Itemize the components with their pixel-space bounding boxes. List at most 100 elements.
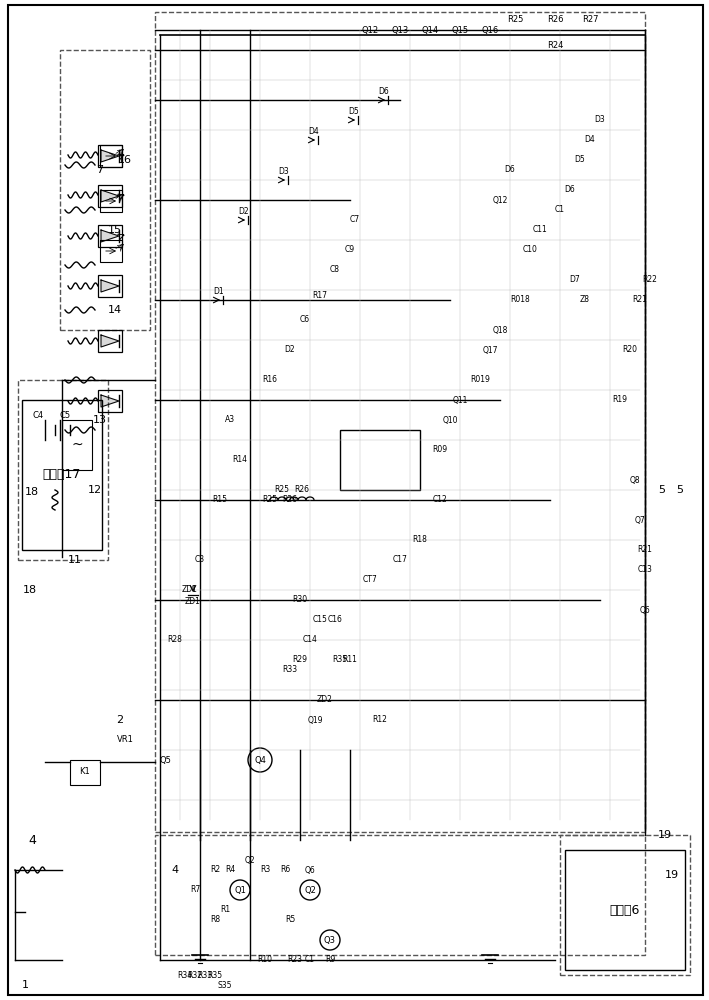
Text: 13: 13 [93, 415, 107, 425]
Text: ZD1: ZD1 [185, 597, 201, 606]
Text: C14: C14 [303, 636, 318, 645]
Text: R25: R25 [262, 495, 277, 504]
Bar [100, 190, 122, 212]
Text: C5: C5 [60, 410, 71, 420]
Text: K1: K1 [79, 768, 90, 776]
Text: 蓄电池17: 蓄电池17 [43, 468, 82, 482]
Text: D4: D4 [308, 127, 319, 136]
Text: R21: R21 [632, 296, 647, 304]
Text: Q12: Q12 [362, 25, 379, 34]
Text: R33: R33 [197, 970, 213, 980]
Text: D5: D5 [574, 155, 586, 164]
Text: Q14: Q14 [421, 25, 439, 34]
Text: 18: 18 [25, 487, 39, 497]
Bar [155, 835, 645, 955]
Text: Q2: Q2 [304, 886, 316, 894]
Text: R25: R25 [507, 15, 523, 24]
Text: C15: C15 [313, 615, 328, 624]
Text: C17: C17 [393, 556, 408, 564]
Text: D6: D6 [379, 88, 389, 97]
Text: R10: R10 [257, 956, 272, 964]
Text: D6: D6 [564, 186, 576, 194]
Text: R24: R24 [547, 40, 563, 49]
Text: C8: C8 [330, 265, 340, 274]
Text: R3: R3 [260, 865, 270, 874]
Text: C12: C12 [432, 495, 447, 504]
Text: D3: D3 [595, 115, 605, 124]
Text: Z8: Z8 [580, 296, 590, 304]
Text: 2: 2 [116, 715, 123, 725]
Bar [98, 275, 122, 297]
Text: R9: R9 [325, 956, 335, 964]
Text: Q12: Q12 [492, 196, 508, 205]
Polygon shape [101, 150, 119, 162]
Polygon shape [101, 230, 119, 242]
Text: R26: R26 [547, 15, 563, 24]
Text: R5: R5 [285, 916, 295, 924]
Text: 控制器6: 控制器6 [610, 904, 640, 916]
Text: Q13: Q13 [391, 25, 408, 34]
Text: Q3: Q3 [324, 936, 336, 944]
Text: Q19: Q19 [307, 716, 323, 724]
Text: 5: 5 [676, 485, 683, 495]
Text: D3: D3 [279, 167, 289, 176]
Bar [70, 760, 100, 785]
Text: R26: R26 [282, 495, 298, 504]
Text: R23: R23 [288, 956, 303, 964]
Text: Q16: Q16 [481, 25, 498, 34]
Text: Q5: Q5 [159, 756, 171, 764]
Text: Q17: Q17 [482, 346, 498, 355]
Text: R15: R15 [213, 495, 228, 504]
Text: 18: 18 [23, 585, 37, 595]
Text: D1: D1 [213, 288, 224, 296]
Bar [18, 380, 108, 560]
Text: R21: R21 [637, 546, 652, 554]
Text: Q11: Q11 [452, 395, 468, 404]
Text: Q18: Q18 [492, 326, 508, 334]
Bar [560, 835, 690, 975]
Text: C13: C13 [637, 566, 652, 574]
Bar [98, 185, 122, 207]
Text: R16: R16 [262, 375, 277, 384]
Bar [340, 430, 420, 490]
Text: R12: R12 [372, 716, 387, 724]
Text: ~: ~ [71, 438, 83, 452]
Text: R09: R09 [432, 446, 447, 454]
Text: S35: S35 [218, 980, 233, 990]
Bar [565, 850, 685, 970]
Bar [100, 145, 122, 167]
Text: R32: R32 [187, 970, 203, 980]
Text: A3: A3 [225, 416, 235, 424]
Text: ZD2: ZD2 [317, 696, 333, 704]
Text: D6: D6 [505, 165, 515, 174]
Text: 4: 4 [28, 834, 36, 846]
Text: Q6: Q6 [305, 865, 316, 874]
Text: R27: R27 [582, 15, 598, 24]
Text: C9: C9 [345, 245, 355, 254]
Text: D2: D2 [285, 346, 296, 355]
Text: CT7: CT7 [362, 576, 377, 584]
Text: C1: C1 [555, 206, 565, 215]
Text: Q10: Q10 [442, 416, 458, 424]
Text: Q1: Q1 [234, 886, 246, 894]
Text: R19: R19 [613, 395, 627, 404]
Text: C1: C1 [305, 956, 315, 964]
Text: 7: 7 [96, 165, 104, 175]
Text: 5: 5 [659, 485, 666, 495]
Bar [98, 330, 122, 352]
Text: R018: R018 [510, 296, 530, 304]
Text: 14: 14 [108, 305, 122, 315]
Text: R20: R20 [623, 346, 637, 355]
Text: 19: 19 [665, 870, 679, 880]
Text: R14: R14 [233, 456, 247, 464]
Text: 19: 19 [658, 830, 672, 840]
Bar [155, 12, 645, 832]
Text: C3: C3 [195, 556, 205, 564]
Text: R6: R6 [280, 865, 290, 874]
Text: R25: R25 [274, 486, 289, 494]
Text: Q4: Q4 [254, 756, 266, 764]
Text: R26: R26 [294, 486, 310, 494]
Text: ZD1: ZD1 [182, 585, 198, 594]
Polygon shape [101, 280, 119, 292]
Text: C16: C16 [328, 615, 342, 624]
